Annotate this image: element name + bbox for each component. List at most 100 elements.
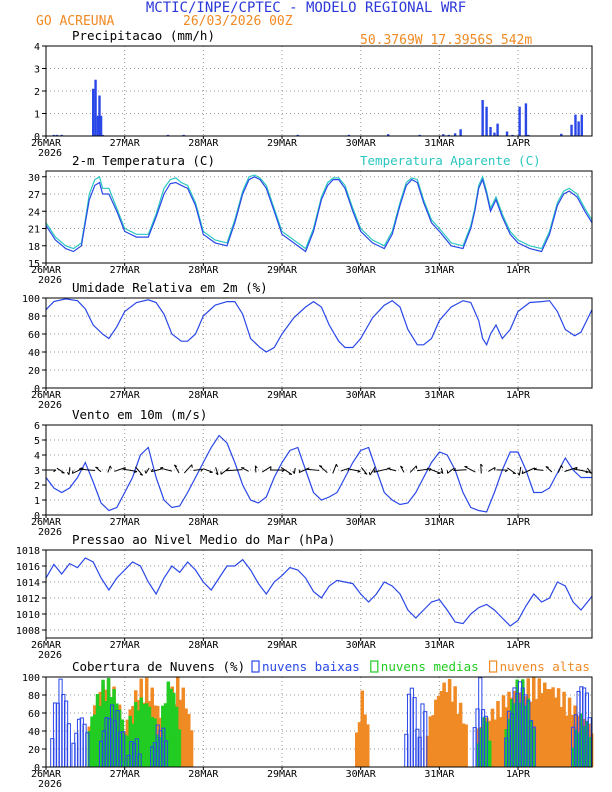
- wind-barb-head: [215, 472, 219, 476]
- wind-barb-shaft: [349, 468, 361, 472]
- x-tick-label: 28MAR: [188, 265, 219, 276]
- wind-barb-head: [61, 472, 65, 474]
- x-tick-label: 26MAR: [31, 517, 62, 528]
- wind-barb-shaft: [426, 467, 441, 474]
- panel-title: Vento em 10m (m/s): [72, 407, 207, 422]
- y-tick-label: 0: [34, 384, 40, 395]
- x-tick-label: 28MAR: [188, 138, 219, 149]
- wind-barb-head: [387, 467, 391, 469]
- nuvens-altas-bar: [366, 724, 370, 768]
- wind-barb-head: [174, 464, 178, 467]
- legend-swatch: [251, 660, 260, 673]
- x-tick-label: 27MAR: [110, 265, 141, 276]
- temperature-panel: 15 18 21 24 27 30 26MAR 27MAR 28MAR 29MAR 30MAR 31M…: [28, 153, 593, 286]
- x-tick-label: 26MAR: [31, 138, 62, 149]
- legend-swatch: [489, 660, 498, 673]
- wind-barb-shaft: [332, 463, 337, 474]
- y-tick-label: 1: [34, 110, 40, 121]
- wind-barb-head: [368, 472, 371, 476]
- y-tick-label: 3: [34, 65, 40, 76]
- wind-barb-shaft: [293, 467, 296, 474]
- x-tick-label: 31MAR: [424, 517, 455, 528]
- apparent-temperature-legend: Temperatura Aparente (C): [360, 153, 541, 168]
- y-tick-label: 80: [28, 691, 40, 702]
- nuvens-altas-bar: [189, 730, 194, 768]
- header-coordinates: 50.3769W 17.3956S 542m: [360, 33, 532, 48]
- wind-barb-shaft: [564, 466, 578, 473]
- y-tick-label: 40: [28, 727, 40, 738]
- wind-barb-shaft: [533, 468, 544, 471]
- nuvens-medias-bar: [487, 740, 492, 768]
- x-tick-label: 1APR: [506, 265, 531, 276]
- x-year-label: 2026: [38, 275, 62, 286]
- x-tick-label: 29MAR: [267, 640, 298, 651]
- cloud-panel: 0 20 40 60 80 100 26MAR 27MAR 28MAR 29MAR 30MAR 31M…: [22, 659, 594, 790]
- wind-barb-shaft: [447, 467, 455, 474]
- precip-bar: [60, 134, 63, 136]
- nuvens-baixas-bar: [66, 723, 71, 768]
- wind-barb-shaft: [261, 466, 272, 473]
- y-tick-label: 1008: [16, 626, 40, 637]
- precip-panel: 0 1 2 3 4 26MAR 27MAR 28MAR 29MAR 30MAR 31MAR 1APR 2…: [31, 28, 593, 159]
- panel-frame: [45, 45, 593, 137]
- precip-bar: [493, 132, 496, 136]
- x-tick-label: 31MAR: [424, 390, 455, 401]
- precip-bar: [101, 134, 104, 136]
- wind-barb-head: [66, 471, 70, 476]
- precip-bar: [98, 95, 101, 136]
- x-tick-label: 1APR: [506, 390, 531, 401]
- x-tick-label: 30MAR: [346, 769, 377, 780]
- wind-barb-shaft: [215, 467, 219, 475]
- y-tick-label: 1018: [16, 546, 40, 557]
- wind-barb-shaft: [79, 468, 96, 471]
- wind-barb-shaft: [409, 465, 417, 473]
- x-tick-label: 30MAR: [346, 517, 377, 528]
- y-tick-label: 3: [34, 466, 40, 477]
- nuvens-medias-bar: [177, 729, 182, 768]
- wind-barb-head: [53, 469, 57, 473]
- x-tick-label: 30MAR: [346, 390, 377, 401]
- precip-bar: [182, 134, 185, 136]
- x-tick-label: 30MAR: [346, 640, 377, 651]
- x-tick-label: 1APR: [506, 138, 531, 149]
- precip-bar: [387, 134, 390, 136]
- wind-barb-head: [521, 470, 524, 474]
- x-tick-label: 26MAR: [31, 265, 62, 276]
- wind-barb-head: [585, 471, 589, 474]
- x-tick-label: 27MAR: [110, 769, 141, 780]
- x-tick-label: 28MAR: [188, 517, 219, 528]
- wind-barb-shaft: [202, 468, 213, 473]
- wind-speed-line: [45, 434, 592, 513]
- pressure-line: [45, 557, 593, 627]
- wind-barb-head: [453, 468, 457, 471]
- y-tick-label: 100: [22, 294, 40, 305]
- wind-barb-shaft: [360, 467, 368, 475]
- panel-title: Umidade Relativa em 2m (%): [72, 280, 268, 295]
- x-tick-label: 29MAR: [267, 265, 298, 276]
- y-tick-label: 4: [34, 451, 40, 462]
- legend-label: nuvens baixas: [262, 659, 360, 674]
- wind-barb-head: [335, 463, 339, 468]
- y-tick-label: 20: [28, 745, 40, 756]
- wind-barb-head: [504, 469, 508, 473]
- wind-barb-head: [298, 469, 301, 473]
- wind-barb-head: [71, 470, 74, 474]
- x-tick-label: 27MAR: [110, 390, 141, 401]
- wind-barb-shaft: [114, 467, 126, 472]
- precip-bar: [518, 106, 521, 136]
- wind-barb-shaft: [183, 464, 193, 474]
- precip-bar: [560, 133, 563, 136]
- precip-bar: [96, 115, 100, 136]
- x-tick-label: 26MAR: [31, 640, 62, 651]
- wind-barb-head: [319, 465, 323, 467]
- x-tick-label: 29MAR: [267, 769, 298, 780]
- wind-panel: 0 1 2 3 4 5 6 26MAR 27MAR 28MAR 29MAR 30MAR 31MAR 1AP…: [31, 407, 593, 538]
- x-tick-label: 30MAR: [346, 265, 377, 276]
- wind-barb-shaft: [545, 466, 553, 473]
- legend-swatch: [370, 660, 379, 673]
- wind-barb-shaft: [135, 466, 144, 476]
- wind-barb-shaft: [241, 467, 249, 472]
- nuvens-baixas-bar: [85, 732, 90, 768]
- header-title: MCTIC/INPE/CPTEC - MODELO REGIONAL WRF: [146, 0, 466, 16]
